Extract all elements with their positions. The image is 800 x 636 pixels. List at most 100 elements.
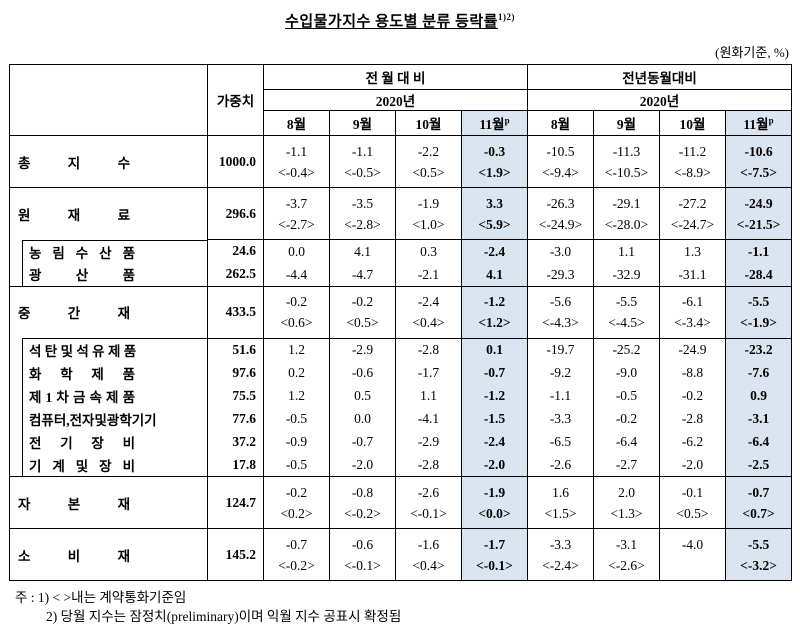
category-cell: 총 지 수 — [9, 135, 208, 188]
value-won-basis: -11.3 — [612, 143, 641, 159]
table-header: 가중치 전 월 대 비 전년동월대비 2020년 2020년 8월 9월 10월 11… — [9, 64, 793, 136]
value-cell: 2.0 <1.3> — [593, 476, 660, 529]
value-cell: -2.4 <0.4> — [395, 285, 462, 338]
value-cell: -1.1 — [724, 239, 793, 263]
value-cell: -11.2 <-8.9> — [659, 135, 726, 188]
col-header-year-yoy: 2020년 — [526, 89, 793, 111]
value-contract-basis: <-3.2> — [740, 557, 777, 573]
value-cell: -3.1 — [724, 407, 793, 430]
value-contract-basis: <-0.1> — [476, 557, 513, 573]
value-cell: -0.6 — [329, 361, 396, 384]
value-cell: 0.9 — [724, 384, 793, 407]
value-contract-basis: <0.4> — [412, 557, 445, 573]
value-contract-basis: <-8.9> — [674, 164, 711, 180]
value-won-basis: -4.4 — [285, 266, 308, 282]
sub-item-box: 제 1 차 금 속 제 품 — [22, 384, 207, 407]
value-won-basis: 1.2 — [288, 388, 305, 403]
value-contract-basis: <-24.9> — [538, 216, 583, 232]
col-header-yoy: 전년동월대비 — [526, 64, 793, 90]
value-contract-basis: <1.9> — [478, 164, 511, 180]
sub-item-box: 전 기 장 비 — [22, 430, 207, 453]
value-contract-basis: <-2.8> — [344, 216, 381, 232]
value-cell: 0.0 — [329, 407, 396, 430]
value-cell: -0.1 <0.5> — [659, 476, 726, 529]
value-cell: -5.5 <-3.2> — [724, 528, 793, 581]
value-cell: 0.1 — [461, 337, 528, 361]
value-cell: -27.2 <-24.7> — [659, 187, 726, 240]
value-won-basis: -2.8 — [417, 342, 440, 358]
value-cell: 0.2 — [263, 361, 330, 384]
value-won-basis: -24.9 — [678, 342, 707, 358]
value-cell: -25.2 — [593, 337, 660, 361]
value-cell: -2.1 — [395, 262, 462, 286]
value-cell: -8.8 — [659, 361, 726, 384]
value-cell: -26.3 <-24.9> — [527, 187, 594, 240]
value-cell: -0.6 <-0.1> — [329, 528, 396, 581]
value-cell: -1.2 — [461, 384, 528, 407]
value-contract-basis: <-0.2> — [278, 557, 315, 573]
value-won-basis: -3.1 — [747, 411, 770, 426]
value-contract-basis: <0.0> — [478, 505, 511, 521]
value-won-basis: -26.3 — [546, 195, 575, 211]
value-won-basis: -2.4 — [483, 243, 506, 259]
value-won-basis: -25.2 — [612, 342, 641, 358]
category-label: 컴퓨터,전자및광학기기 — [29, 412, 157, 428]
value-cell: -23.2 — [724, 337, 793, 361]
value-cell: -2.0 — [659, 453, 726, 477]
value-cell: -0.2 <0.2> — [263, 476, 330, 529]
value-won-basis: -4.7 — [351, 266, 374, 282]
sub-item-box: 화 학 제 품 — [22, 361, 207, 384]
value-cell: -6.5 — [527, 430, 594, 453]
value-cell: -3.7 <-2.7> — [263, 187, 330, 240]
value-cell: -24.9 — [659, 337, 726, 361]
value-won-basis: -2.8 — [681, 411, 704, 426]
table-row: 소 비 재 145.2 -0.7 <-0.2> -0.6 <-0.1> -1.6 <0.4> -… — [9, 528, 793, 581]
value-cell: -2.9 — [395, 430, 462, 453]
value-cell: -6.4 — [724, 430, 793, 453]
value-cell: -10.5 <-9.4> — [527, 135, 594, 188]
value-cell: -1.1 <-0.5> — [329, 135, 396, 188]
footnote-1: 주 : 1) < >내는 계약통화기준임 — [15, 590, 187, 605]
value-cell: -1.7 — [395, 361, 462, 384]
value-cell: -2.8 — [395, 453, 462, 477]
value-cell: -2.4 — [461, 430, 528, 453]
value-won-basis: -1.9 — [483, 484, 506, 500]
title-text: 수입물가지수 용도별 분류 등락률 — [285, 14, 498, 30]
value-won-basis: -0.3 — [483, 143, 506, 159]
value-won-basis: -5.5 — [747, 536, 770, 552]
col-header-month: 10월 — [395, 110, 462, 136]
value-cell: 0.3 — [395, 239, 462, 263]
value-contract-basis: <-3.4> — [674, 315, 711, 330]
value-won-basis: -2.4 — [483, 434, 506, 449]
value-cell: -0.5 — [263, 407, 330, 430]
value-cell: -6.2 — [659, 430, 726, 453]
value-contract-basis: <-2.6> — [608, 557, 645, 573]
value-cell: -4.7 — [329, 262, 396, 286]
value-cell: 0.0 — [263, 239, 330, 263]
value-contract-basis: <0.2> — [280, 505, 313, 521]
value-contract-basis: <0.4> — [412, 315, 445, 330]
category-label: 소 비 재 — [18, 548, 130, 564]
value-cell: -3.3 <-2.4> — [527, 528, 594, 581]
category-cell: 농 림 수 산 품 — [9, 239, 208, 263]
value-won-basis: 0.2 — [288, 365, 305, 380]
category-cell: 전 기 장 비 — [9, 430, 208, 453]
value-cell: -2.7 — [593, 453, 660, 477]
value-cell: -11.3 <-10.5> — [593, 135, 660, 188]
footnotes: 주 : 1) < >내는 계약통화기준임 2) 당월 지수는 잠정치(preli… — [15, 588, 791, 626]
value-won-basis: -0.7 — [285, 536, 308, 552]
value-cell: -6.4 — [593, 430, 660, 453]
value-contract-basis: <0.7> — [742, 505, 775, 521]
value-cell: -5.5 <-1.9> — [724, 285, 793, 338]
value-cell: -1.9 <0.0> — [461, 476, 528, 529]
preliminary-marker: p — [504, 115, 510, 126]
table-row: 광 산 품 262.5 -4.4 -4.7 -2.1 4.1 -29.3 -32.9 -31.1… — [9, 262, 793, 286]
category-label: 중 간 재 — [18, 306, 130, 322]
table-row: 자 본 재 124.7 -0.2 <0.2> -0.8 <-0.2> -2.6 <-0.1> -… — [9, 476, 793, 529]
table-row: 컴퓨터,전자및광학기기 77.6 -0.5 0.0 -4.1 -1.5 -3.3 -0.2 -2… — [9, 407, 793, 430]
weight-cell: 17.8 — [207, 453, 264, 477]
value-won-basis: -10.6 — [744, 143, 773, 159]
value-cell: -2.9 — [329, 337, 396, 361]
value-won-basis: -1.1 — [549, 388, 572, 403]
value-contract-basis: <-1.9> — [740, 315, 777, 330]
